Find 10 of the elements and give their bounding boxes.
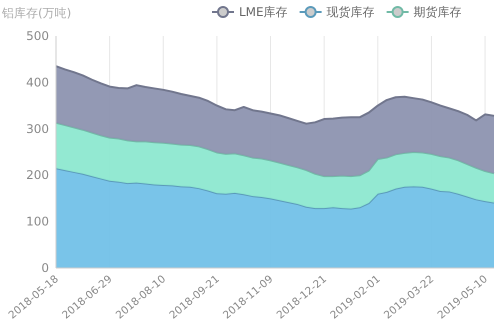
legend-label: 现货库存 [326,5,375,19]
y-tick-label: 300 [26,122,49,136]
y-tick-label: 200 [26,168,49,182]
y-tick-label: 100 [26,214,49,229]
y-tick-label: 0 [41,261,49,275]
y-tick-label: 400 [26,75,49,90]
legend-label: 期货库存 [414,5,462,19]
y-axis-title: 铝库存(万吨) [1,6,72,20]
y-tick-label: 500 [26,29,49,43]
legend-label: LME库存 [239,5,288,19]
